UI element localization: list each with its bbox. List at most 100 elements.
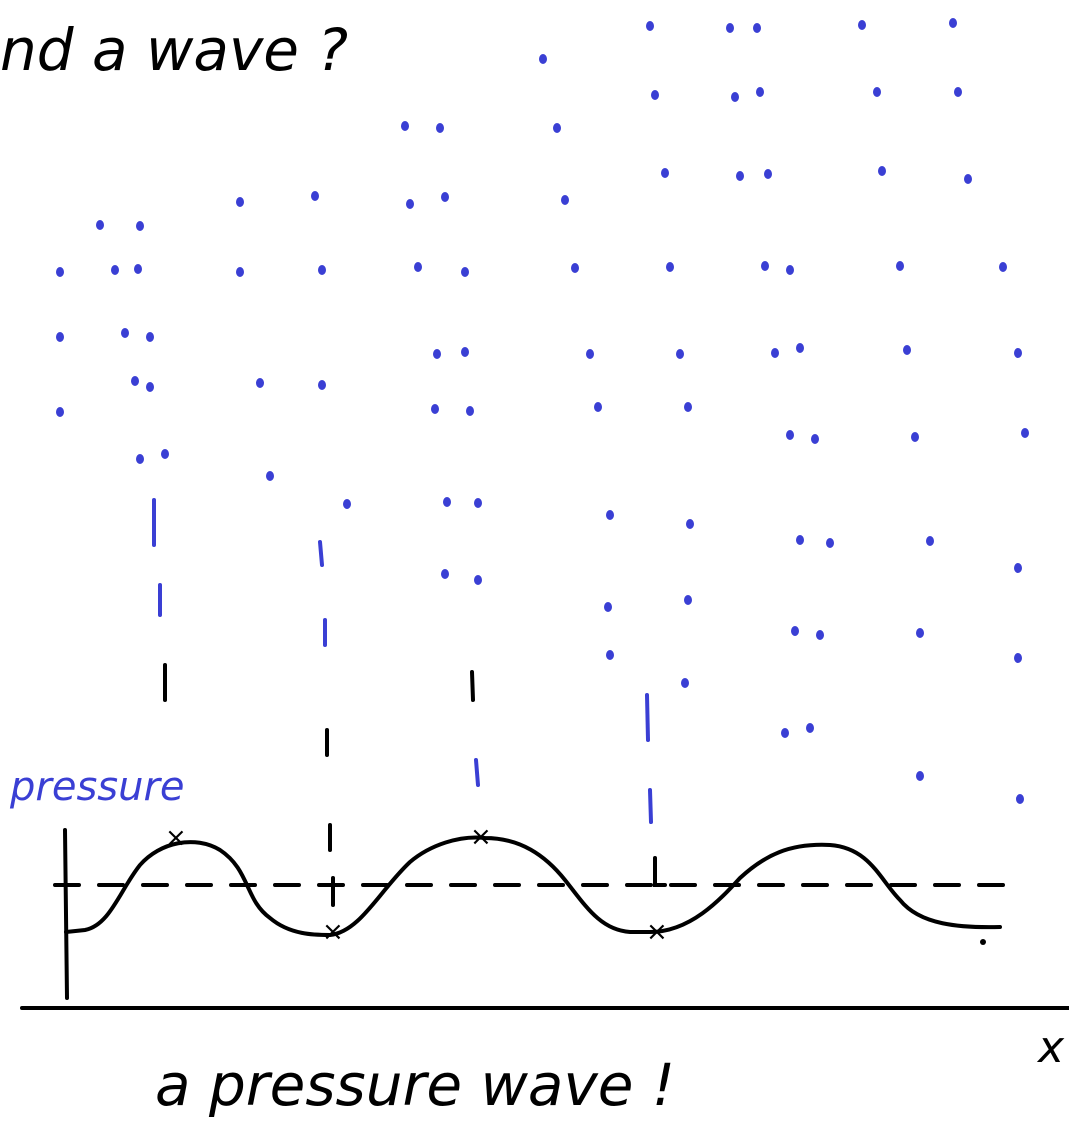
mark-x: × xyxy=(470,822,492,852)
particle xyxy=(756,87,764,97)
particle xyxy=(311,191,319,201)
particle xyxy=(916,771,924,781)
particle xyxy=(646,21,654,31)
particles xyxy=(56,18,1029,804)
particle xyxy=(666,262,674,272)
wave-marks: × × × × xyxy=(165,822,668,947)
particle xyxy=(131,376,139,386)
particle xyxy=(1016,794,1024,804)
particle xyxy=(903,345,911,355)
particle xyxy=(764,169,772,179)
particle xyxy=(731,92,739,102)
particle xyxy=(96,220,104,230)
axis-label-x: x xyxy=(1036,1022,1065,1073)
particle xyxy=(571,263,579,273)
particle xyxy=(651,90,659,100)
particle xyxy=(661,168,669,178)
particle xyxy=(134,264,142,274)
particle xyxy=(896,261,904,271)
mark-x: × xyxy=(165,823,187,853)
particle xyxy=(343,499,351,509)
particle xyxy=(1014,563,1022,573)
particle xyxy=(401,121,409,131)
particle xyxy=(676,349,684,359)
particle xyxy=(811,434,819,444)
particle xyxy=(121,328,129,338)
dot xyxy=(980,939,986,945)
particle xyxy=(461,267,469,277)
mark-x: × xyxy=(322,917,344,947)
particle xyxy=(146,382,154,392)
particle xyxy=(431,404,439,414)
heading: nd a wave ? xyxy=(0,16,348,84)
particle xyxy=(236,267,244,277)
particle xyxy=(771,348,779,358)
blue-dash xyxy=(474,758,480,787)
particle xyxy=(796,535,804,545)
particle xyxy=(56,332,64,342)
particle xyxy=(826,538,834,548)
particle xyxy=(873,87,881,97)
particle xyxy=(781,728,789,738)
particle xyxy=(256,378,264,388)
black-dash xyxy=(653,856,667,887)
particle xyxy=(786,430,794,440)
particle xyxy=(266,471,274,481)
particle xyxy=(686,519,694,529)
particle xyxy=(949,18,957,28)
particle xyxy=(56,267,64,277)
particle xyxy=(684,402,692,412)
particle xyxy=(461,347,469,357)
blue-dash xyxy=(645,693,650,742)
particle xyxy=(1021,428,1029,438)
mark-x: × xyxy=(646,917,668,947)
particle xyxy=(796,343,804,353)
particle xyxy=(684,595,692,605)
guide-lines xyxy=(152,498,667,907)
particle xyxy=(1014,348,1022,358)
particle xyxy=(791,626,799,636)
particle xyxy=(436,123,444,133)
particle xyxy=(474,575,482,585)
particle xyxy=(161,449,169,459)
particle xyxy=(466,406,474,416)
particle xyxy=(136,221,144,231)
particle xyxy=(318,265,326,275)
particle xyxy=(606,510,614,520)
particle xyxy=(736,171,744,181)
particle xyxy=(146,332,154,342)
particle xyxy=(806,723,814,733)
particle xyxy=(954,87,962,97)
particle xyxy=(606,650,614,660)
particle xyxy=(916,628,924,638)
particle xyxy=(441,192,449,202)
particle xyxy=(926,536,934,546)
particle xyxy=(441,569,449,579)
particle xyxy=(561,195,569,205)
particle xyxy=(553,123,561,133)
y-axis xyxy=(63,828,69,1000)
particle xyxy=(56,407,64,417)
particle xyxy=(594,402,602,412)
particle xyxy=(443,497,451,507)
particle xyxy=(586,349,594,359)
particle xyxy=(681,678,689,688)
particle xyxy=(604,602,612,612)
particle xyxy=(236,197,244,207)
particle xyxy=(414,262,422,272)
particle xyxy=(761,261,769,271)
particle xyxy=(786,265,794,275)
particle xyxy=(111,265,119,275)
particle xyxy=(964,174,972,184)
particle xyxy=(474,498,482,508)
blue-dash xyxy=(648,788,653,824)
pressure-wave xyxy=(64,835,1002,938)
particle xyxy=(539,54,547,64)
particle xyxy=(911,432,919,442)
particle xyxy=(136,454,144,464)
blue-dash xyxy=(318,540,324,567)
particle xyxy=(406,199,414,209)
particle xyxy=(433,349,441,359)
